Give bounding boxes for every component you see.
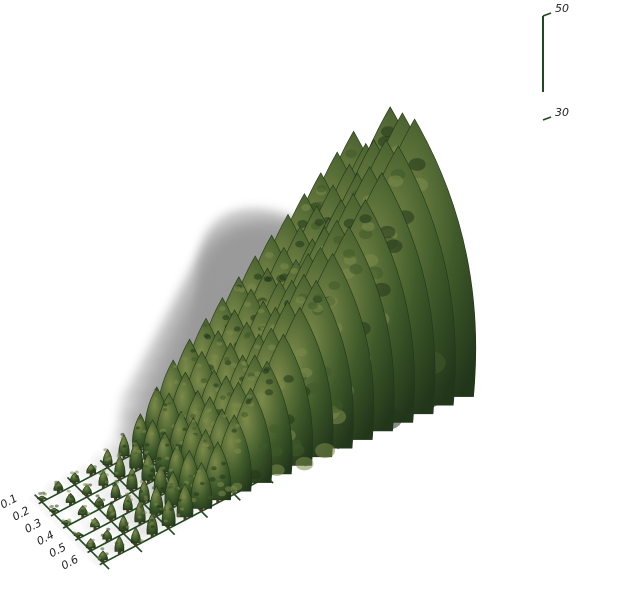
tree-mark: [82, 483, 93, 497]
tree-field: [37, 106, 477, 563]
tree-mark: [98, 469, 110, 489]
tree-mark: [90, 517, 100, 530]
tree-mark: [149, 485, 164, 517]
tree-mark: [146, 512, 158, 538]
tree-mark: [37, 491, 47, 502]
tree-mark: [126, 467, 138, 492]
grid-col-line: [66, 476, 143, 553]
tree-mark: [161, 497, 176, 529]
tree-mark: [53, 480, 64, 494]
tree-mark: [134, 500, 147, 525]
tree-mark: [100, 527, 113, 543]
tree-mark: [110, 479, 123, 501]
tree-mark: [97, 547, 109, 563]
tree-mark: [49, 504, 60, 515]
tree-mark: [129, 440, 144, 472]
row-axis-tick-label: 0.6: [59, 553, 81, 573]
tree-mark: [118, 432, 130, 459]
tree-mark: [130, 526, 144, 546]
tree-mark: [118, 514, 130, 534]
tree-mark: [114, 535, 125, 555]
tree-mark: [122, 492, 133, 513]
tree-mark: [77, 504, 91, 518]
tree-mark: [60, 518, 72, 527]
height-axis-tick-label: 30: [555, 106, 569, 119]
tree-mark: [86, 463, 97, 477]
tree-mark: [106, 501, 117, 522]
tree-mark: [85, 538, 96, 551]
height-axis-tick-label: 50: [555, 2, 569, 15]
tree-mark: [204, 441, 233, 503]
tree-mark: [69, 470, 80, 485]
tree-mark: [71, 531, 84, 539]
tree-mark: [102, 448, 113, 468]
tree-mark: [65, 489, 76, 506]
height-axis-tick: [542, 116, 552, 121]
tree-mark: [138, 479, 150, 505]
height-axis: 50 30: [542, 2, 569, 121]
height-axis-tick: [542, 12, 552, 17]
grid-col-line: [34, 494, 110, 570]
tree-mark: [114, 452, 126, 480]
tree-mark: [94, 494, 106, 510]
tree-mark: [175, 482, 194, 520]
